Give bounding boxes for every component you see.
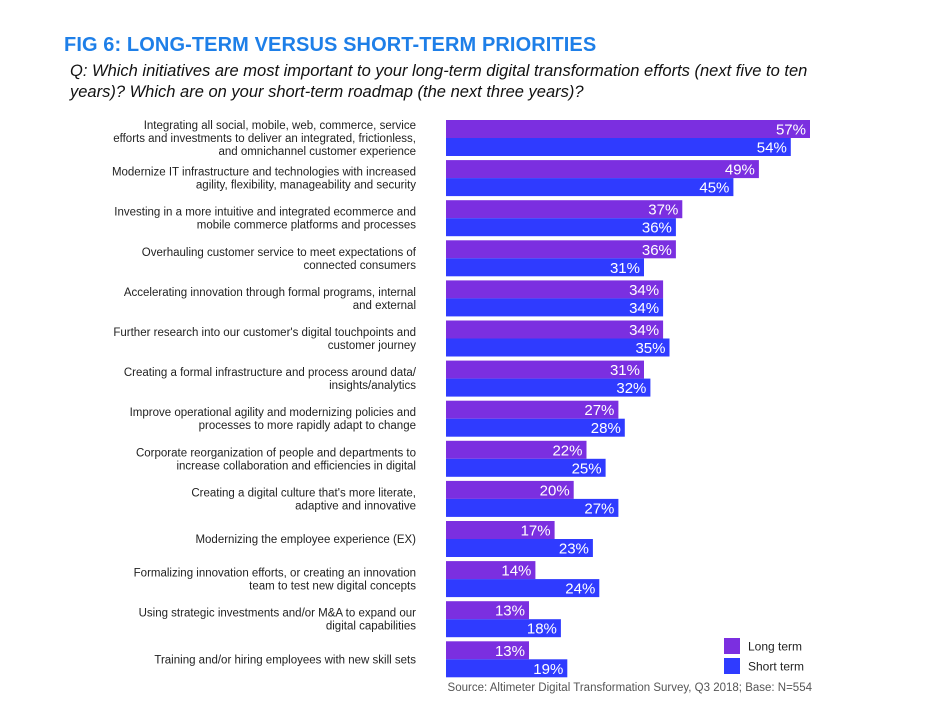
short-term-bar (446, 298, 664, 317)
short-term-value-label: 24% (565, 581, 595, 598)
category-label: Further research into our customer's dig… (113, 327, 416, 352)
short-term-bar (446, 178, 734, 197)
long-term-bar (446, 200, 683, 219)
category-label: Modernizing the employee experience (EX) (195, 534, 416, 546)
long-term-value-label: 13% (495, 643, 525, 660)
long-term-value-label: 57% (776, 122, 806, 139)
category-label: Using strategic investments and/or M&A t… (139, 608, 417, 633)
short-term-value-label: 23% (559, 541, 589, 558)
short-term-value-label: 28% (591, 420, 621, 437)
long-term-value-label: 34% (629, 282, 659, 299)
short-term-bar (446, 539, 593, 557)
short-term-bar (446, 338, 670, 357)
category-label: Corporate reorganization of people and d… (136, 447, 416, 472)
legend-label-short-term: Short term (748, 660, 804, 674)
long-term-value-label: 27% (584, 402, 614, 419)
long-term-bar (446, 440, 587, 459)
short-term-bar (446, 579, 600, 598)
category-label: Accelerating innovation through formal p… (124, 287, 416, 312)
category-label: Investing in a more intuitive and integr… (114, 207, 416, 232)
long-term-value-label: 13% (495, 603, 525, 620)
long-term-bar (446, 641, 529, 660)
category-label: Modernize IT infrastructure and technolo… (112, 167, 416, 192)
category-label: Overhauling customer service to meet exp… (142, 247, 417, 272)
long-term-bar (446, 601, 529, 620)
short-term-value-label: 32% (616, 380, 646, 397)
short-term-value-label: 18% (527, 621, 557, 638)
category-label: Improve operational agility and moderniz… (130, 407, 416, 432)
short-term-value-label: 27% (584, 500, 614, 517)
short-term-bar (446, 458, 606, 477)
figure-title: FIG 6: LONG-TERM VERSUS SHORT-TERM PRIOR… (64, 34, 597, 56)
short-term-bar (446, 418, 625, 437)
short-term-value-label: 34% (629, 300, 659, 317)
long-term-value-label: 49% (725, 162, 755, 179)
short-term-bar (446, 498, 619, 517)
short-term-value-label: 54% (757, 140, 787, 157)
long-term-bar (446, 521, 555, 539)
long-term-bar (446, 561, 536, 580)
short-term-bar (446, 218, 676, 237)
legend-label-long-term: Long term (748, 640, 802, 654)
long-term-value-label: 37% (648, 202, 678, 219)
category-label: Formalizing innovation efforts, or creat… (134, 568, 417, 593)
long-term-bar (446, 240, 676, 259)
short-term-value-label: 45% (699, 180, 729, 197)
long-term-bar (446, 120, 810, 138)
short-term-bar (446, 659, 568, 678)
long-term-value-label: 22% (552, 442, 582, 459)
short-term-value-label: 19% (533, 661, 563, 678)
long-term-bar (446, 280, 664, 299)
legend-swatch-long-term (724, 638, 740, 654)
long-term-bar (446, 320, 664, 339)
short-term-value-label: 36% (642, 220, 672, 237)
long-term-value-label: 34% (629, 322, 659, 339)
category-label: Creating a digital culture that's more l… (191, 487, 416, 512)
legend-swatch-short-term (724, 658, 740, 674)
long-term-bar (446, 360, 644, 379)
long-term-bar (446, 160, 759, 179)
short-term-value-label: 25% (572, 460, 602, 477)
category-label: Creating a formal infrastructure and pro… (124, 367, 417, 392)
long-term-value-label: 20% (540, 482, 570, 499)
short-term-bar (446, 619, 561, 638)
short-term-bar (446, 378, 651, 397)
short-term-bar (446, 138, 791, 156)
long-term-value-label: 14% (501, 563, 531, 580)
long-term-value-label: 31% (610, 362, 640, 379)
long-term-bar (446, 400, 619, 419)
category-label: Integrating all social, mobile, web, com… (113, 120, 416, 158)
long-term-bar (446, 480, 574, 499)
short-term-bar (446, 258, 644, 277)
short-term-value-label: 35% (635, 340, 665, 357)
long-term-value-label: 36% (642, 242, 672, 259)
survey-question: Q: Which initiatives are most important … (70, 62, 808, 101)
long-term-value-label: 17% (521, 523, 551, 540)
source-note: Source: Altimeter Digital Transformation… (447, 682, 812, 694)
category-label: Training and/or hiring employees with ne… (154, 654, 416, 666)
short-term-value-label: 31% (610, 260, 640, 277)
